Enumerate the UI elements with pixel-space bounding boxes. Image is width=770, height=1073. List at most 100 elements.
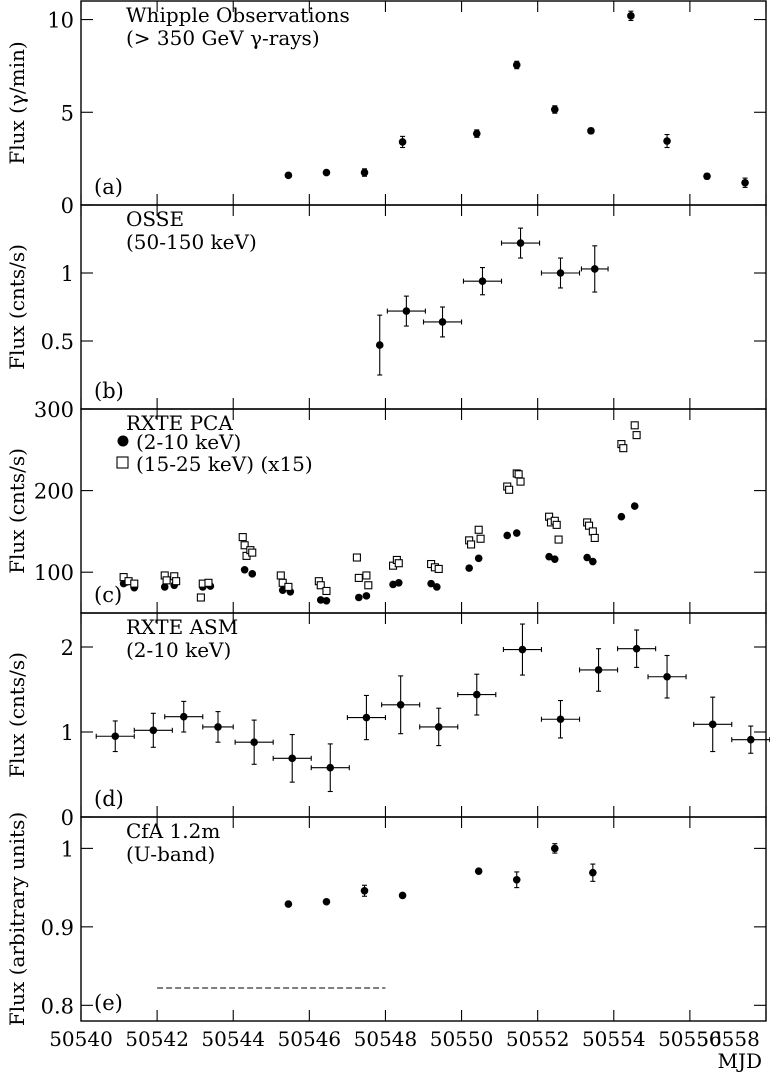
panel-d-ytick-label: 0 (61, 806, 74, 830)
data-point-open-square (240, 541, 249, 550)
data-point-open-square (172, 577, 181, 586)
data-point-open-square (434, 564, 443, 573)
data-point-filled-circle (316, 596, 325, 604)
panel-b-ytick-label: 0.5 (41, 330, 74, 354)
data-point-filled-circle (360, 886, 369, 895)
data-point-filled-circle (632, 644, 641, 653)
data-point-open-square (248, 548, 257, 557)
data-point-open-square (364, 581, 373, 590)
data-point-filled-circle (589, 557, 597, 566)
data-point-filled-circle (703, 172, 711, 181)
data-point-filled-circle (438, 318, 447, 326)
panel-b-ylabel: Flux (cnts/s) (5, 244, 29, 370)
data-point-filled-circle (746, 735, 755, 744)
data-point-open-square (505, 485, 514, 494)
panel-b-ytick-label: 1 (61, 262, 74, 286)
data-point-open-square (278, 578, 287, 587)
data-point-open-square (394, 559, 403, 568)
data-point-filled-circle (360, 168, 369, 177)
data-point-filled-circle (556, 715, 565, 724)
data-point-open-square (362, 571, 371, 580)
panel-e-frame (80, 816, 767, 1022)
data-point-open-square (474, 525, 483, 534)
x-tick-label: 50548 (354, 1027, 418, 1051)
data-point-filled-circle (433, 583, 441, 591)
data-point-filled-circle (284, 900, 293, 908)
x-tick-label: 50558 (696, 1027, 760, 1051)
data-point-filled-circle (322, 897, 331, 906)
data-point-filled-circle (550, 844, 559, 853)
data-point-filled-circle (503, 531, 512, 540)
data-point-open-square (196, 593, 205, 602)
data-point-filled-circle (362, 592, 371, 600)
x-tick-label: 50552 (506, 1027, 570, 1051)
panel-b-subtitle: (50-150 keV) (126, 230, 257, 254)
legend-filled-circle-marker (117, 435, 129, 447)
data-point-filled-circle (434, 723, 443, 731)
data-point-filled-circle (550, 105, 559, 114)
panel-d-ytick-label: 2 (61, 636, 74, 660)
data-point-filled-circle (741, 178, 749, 187)
data-point-filled-circle (375, 341, 384, 349)
data-point-filled-circle (322, 596, 331, 605)
data-point-open-square (588, 527, 597, 536)
data-point-filled-circle (326, 763, 335, 772)
data-point-open-square (238, 533, 247, 542)
panel-c-letter: (c) (94, 583, 122, 607)
panel-e-title: CfA 1.2m (126, 819, 220, 843)
data-point-filled-circle (248, 570, 257, 578)
panel-c-title: RXTE PCA (126, 411, 233, 435)
data-point-filled-circle (589, 868, 597, 877)
data-point-filled-circle (396, 701, 405, 709)
data-point-open-square (352, 553, 361, 562)
data-point-open-square (354, 573, 363, 582)
x-tick-label: 50542 (125, 1027, 189, 1051)
data-point-filled-circle (179, 712, 188, 721)
data-point-filled-circle (708, 720, 717, 729)
x-axis-label: MJD (717, 1049, 762, 1073)
data-point-open-square (630, 421, 639, 430)
data-point-filled-circle (362, 713, 371, 722)
panel-a-subtitle: (> 350 GeV γ-rays) (126, 26, 320, 50)
data-point-filled-circle (587, 127, 595, 135)
data-point-filled-circle (545, 552, 553, 561)
data-point-open-square (554, 535, 563, 544)
panel-a-letter: (a) (94, 175, 123, 199)
data-point-filled-circle (516, 239, 525, 247)
panel-b: 0.5 1 Flux (cnts/s) OSSE(50-150 keV) (b) (5, 204, 767, 410)
data-point-open-square (467, 540, 476, 549)
data-point-filled-circle (594, 666, 603, 674)
data-point-filled-circle (512, 529, 521, 537)
data-point-filled-circle (512, 875, 521, 884)
data-point-open-square (204, 578, 213, 587)
panel-e-letter: (e) (94, 991, 123, 1015)
data-point-filled-circle (240, 565, 249, 574)
data-point-filled-circle (663, 672, 671, 681)
x-tick-label: 50554 (582, 1027, 646, 1051)
panel-a: 0 5 10 Flux (γ/min) Whipple Observations(> 3… (5, 0, 767, 218)
panel-d-ylabel: Flux (cnts/s) (5, 652, 29, 778)
panel-c-ytick-label: 200 (34, 480, 74, 504)
x-tick-label: 50544 (201, 1027, 265, 1051)
data-point-open-square (316, 581, 325, 590)
panel-c-ytick-label: 300 (34, 398, 74, 422)
x-tick-label: 50550 (430, 1027, 494, 1051)
data-point-filled-circle (402, 307, 411, 315)
data-point-filled-circle (550, 555, 559, 563)
x-tick-label: 50546 (278, 1027, 342, 1051)
data-point-filled-circle (427, 579, 435, 588)
data-point-filled-circle (394, 579, 403, 587)
panel-d-subtitle: (2-10 keV) (126, 638, 231, 662)
panel-d: 0 1 2 Flux (cnts/s) RXTE ASM(2-10 keV) (d) (5, 612, 770, 830)
shared-x-axis: 50540 50542 50544 50546 50548 50550 50552 50554… (49, 1027, 762, 1073)
panel-d-title: RXTE ASM (126, 615, 238, 639)
data-point-filled-circle (472, 690, 481, 699)
panel-e-ytick-label: 1 (61, 837, 74, 861)
data-point-filled-circle (250, 738, 258, 746)
data-point-filled-circle (617, 512, 626, 521)
legend-open-square-marker (116, 456, 129, 469)
panel-b-title: OSSE (126, 207, 184, 231)
panel-a-ytick-label: 10 (47, 9, 74, 33)
data-point-filled-circle (465, 564, 473, 572)
